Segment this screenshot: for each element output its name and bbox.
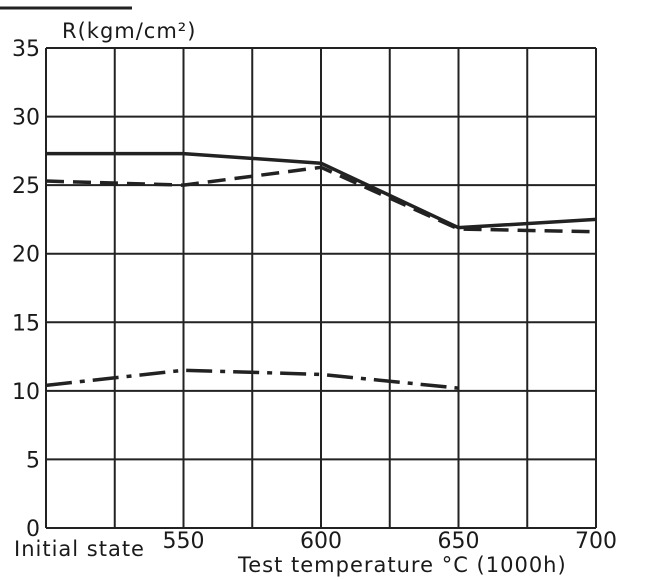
series-line-dashed (45, 165, 597, 234)
x-tick-labels: 550 600 650 700 (163, 529, 618, 554)
y-tick-label: 15 (12, 311, 40, 336)
y-tick-labels: 0 5 10 15 20 25 30 35 (12, 37, 40, 542)
x-tick-label: 600 (300, 529, 342, 554)
x-axis-label: Test temperature °C (1000h) (237, 553, 567, 577)
series-line-solid (46, 151, 597, 230)
x-tick-label: 650 (438, 529, 480, 554)
x-tick-label: 550 (163, 529, 205, 554)
y-tick-label: 25 (12, 174, 40, 199)
series-group (45, 151, 597, 390)
y-tick-label: 10 (12, 380, 40, 405)
x-tick-label: 700 (575, 529, 617, 554)
grid (45, 47, 597, 529)
y-tick-label: 20 (12, 243, 40, 268)
y-tick-label: 0 (26, 517, 40, 542)
series-line-dash-dot (45, 368, 459, 390)
y-tick-label: 5 (26, 448, 40, 473)
y-tick-label: 30 (12, 106, 40, 131)
y-axis-label: R(kgm/cm²) (62, 19, 196, 43)
x-start-label: Initial state (14, 537, 145, 561)
y-tick-label: 35 (12, 37, 40, 62)
